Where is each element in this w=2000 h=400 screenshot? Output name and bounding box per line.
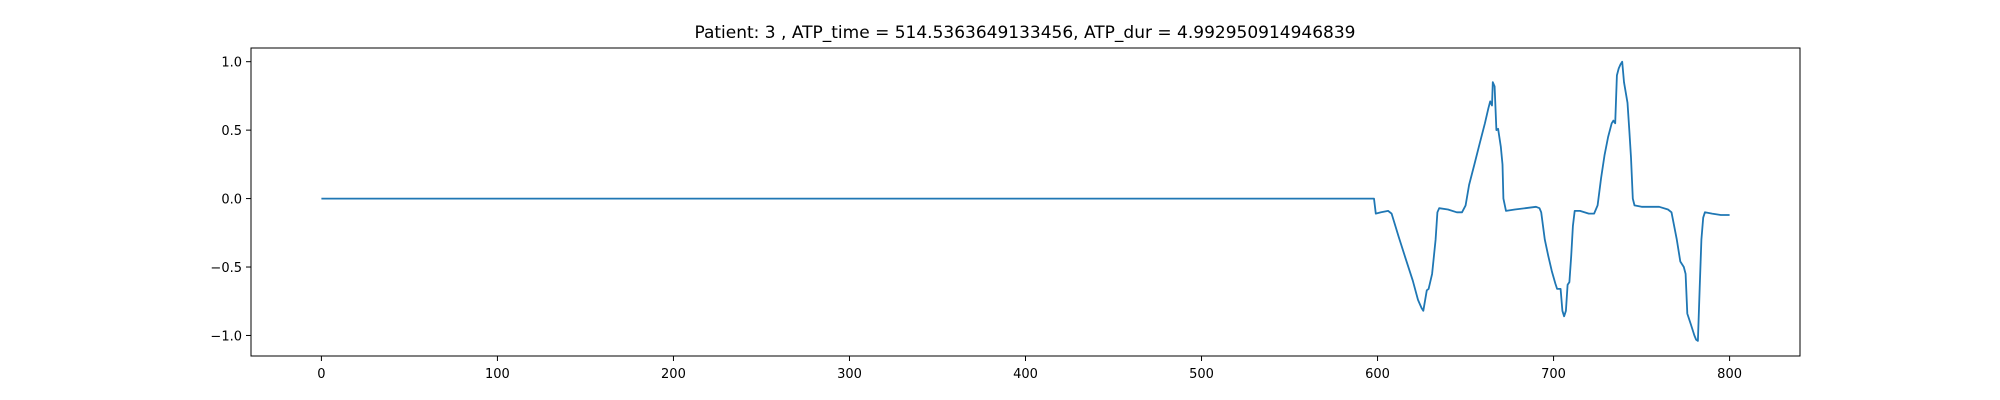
y-tick-label: 0.5 <box>221 124 242 139</box>
y-axis: −1.0 −0.5 0.0 0.5 1.0 <box>210 56 251 344</box>
x-tick-label: 800 <box>1717 367 1742 382</box>
x-tick-label: 500 <box>1189 367 1214 382</box>
x-tick-label: 700 <box>1541 367 1566 382</box>
x-tick-label: 400 <box>1013 367 1038 382</box>
series-layer <box>321 60 1730 342</box>
plot-frame <box>250 47 1801 357</box>
x-tick-label: 600 <box>1365 367 1390 382</box>
y-tick-label: 0.0 <box>221 193 242 208</box>
y-tick-label: −0.5 <box>210 261 242 276</box>
x-tick-label: 100 <box>485 367 510 382</box>
chart-title: Patient: 3 , ATP_time = 514.536364913345… <box>694 23 1355 43</box>
x-axis: 0 100 200 300 400 500 600 700 800 <box>317 356 1742 382</box>
x-tick-label: 200 <box>661 367 686 382</box>
x-tick-label: 0 <box>317 367 325 382</box>
y-tick-label: 1.0 <box>221 56 242 71</box>
y-tick-label: −1.0 <box>210 329 242 344</box>
series-line <box>321 60 1730 342</box>
x-tick-label: 300 <box>837 367 862 382</box>
